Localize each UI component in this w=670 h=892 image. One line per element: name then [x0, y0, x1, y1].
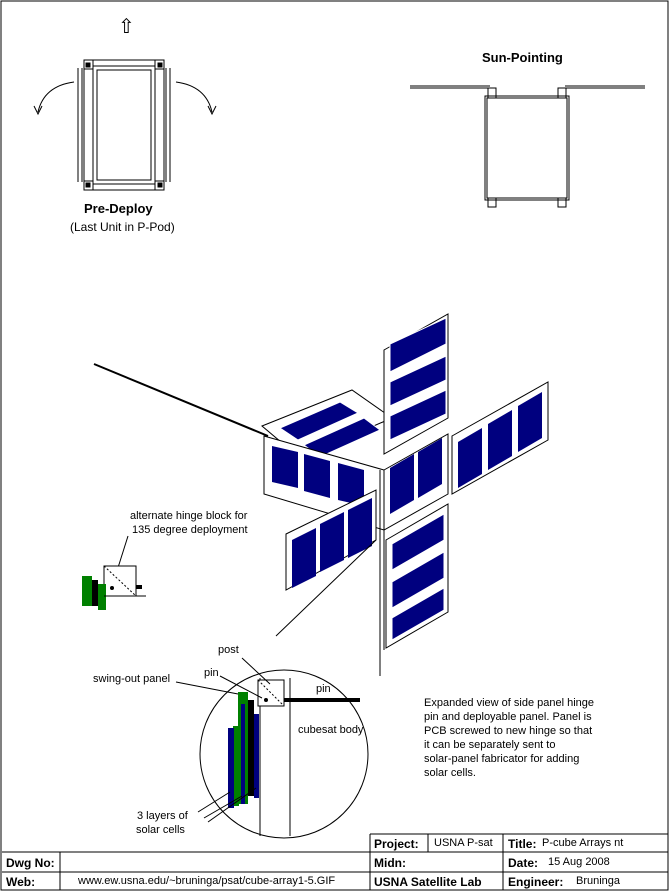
deploy-right-arrow	[175, 81, 217, 116]
pre-deploy-title: Pre-Deploy	[84, 201, 153, 216]
alternate-hinge-block	[82, 535, 146, 610]
expanded-note-line: solar cells.	[424, 767, 476, 779]
callout-swing-out-panel: swing-out panel	[93, 673, 171, 685]
antenna	[93, 363, 269, 437]
hinge-note-line1: alternate hinge block for	[130, 510, 248, 522]
sun-pointing-cubesat	[410, 85, 645, 208]
deploy-left-arrow	[33, 81, 75, 116]
web-label: Web:	[6, 875, 36, 889]
expanded-note-line: it can be separately sent to	[424, 739, 556, 751]
hinge-note-line2: 135 degree deployment	[132, 524, 248, 536]
deployed-cubesat-isometric	[93, 313, 549, 676]
expanded-note-line: PCB screwed to new hinge so that	[424, 725, 593, 737]
callout-solar-layers-1: 3 layers of	[137, 810, 188, 822]
callout-solar-layers-2: solar cells	[136, 824, 185, 836]
project-value: USNA P-sat	[434, 837, 493, 849]
title-label: Title:	[508, 837, 537, 851]
callout-cubesat-body: cubesat body	[298, 724, 364, 736]
project-label: Project:	[374, 837, 419, 851]
web-url: www.ew.usna.edu/~bruninga/psat/cube-arra…	[78, 875, 336, 887]
date-value: 15 Aug 2008	[548, 856, 610, 868]
expanded-note-line: solar-panel fabricator for adding	[424, 753, 580, 765]
callout-pin-left: pin	[204, 667, 219, 679]
pre-deploy-subtitle: (Last Unit in P-Pod)	[70, 220, 175, 234]
title-block	[2, 833, 668, 890]
expanded-note-line: Expanded view of side panel hinge	[424, 697, 595, 709]
dwg-no-label: Dwg No:	[6, 856, 55, 870]
engineer-label: Engineer:	[508, 875, 564, 889]
date-label: Date:	[508, 856, 539, 870]
callout-post: post	[218, 644, 239, 656]
expanded-view-note: Expanded view of side panel hinge pin an…	[424, 696, 594, 780]
engineer-value: Bruninga	[576, 875, 621, 887]
pre-deploy-cubesat	[77, 59, 171, 191]
lab-label: USNA Satellite Lab	[374, 875, 482, 889]
expanded-note-line: pin and deployable panel. Panel is	[424, 711, 592, 723]
up-arrow-icon: ⇧	[118, 16, 135, 38]
callout-pin-right: pin	[316, 683, 331, 695]
title-value: P-cube Arrays nt	[542, 837, 624, 849]
sun-pointing-title: Sun-Pointing	[482, 50, 563, 65]
expanded-hinge-detail	[175, 657, 369, 839]
midn-label: Midn:	[374, 856, 406, 870]
